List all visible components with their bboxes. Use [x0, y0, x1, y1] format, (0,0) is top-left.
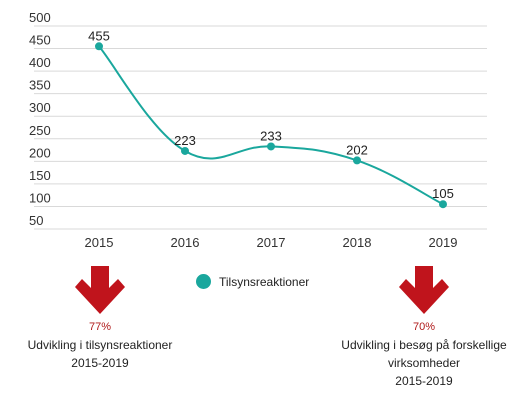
stat-right: 70% Udvikling i besøg på forskellige vir… — [314, 321, 528, 390]
y-tick-label: 100 — [29, 190, 51, 205]
y-tick-label: 150 — [29, 168, 51, 183]
data-labels: 455 223 233 202 105 — [88, 28, 454, 201]
legend: Tilsynsreaktioner — [196, 274, 309, 289]
arrow-down-icon — [75, 266, 125, 314]
stat-left-percent: 77% — [88, 321, 112, 333]
data-point — [267, 142, 275, 151]
y-tick-label: 500 — [29, 10, 51, 25]
y-tick-label: 300 — [29, 100, 51, 115]
x-tick-label: 2017 — [257, 235, 286, 250]
legend-swatch — [196, 274, 211, 289]
data-point — [95, 42, 103, 51]
arrow-down-icon — [399, 266, 449, 314]
x-tick-label: 2018 — [343, 235, 372, 250]
data-label: 223 — [174, 133, 196, 148]
data-point — [181, 146, 189, 155]
y-axis-ticks: 50 100 150 200 250 300 350 400 450 500 — [29, 10, 51, 228]
stat-right-line3: 2015-2019 — [395, 374, 453, 388]
data-label: 202 — [346, 142, 368, 157]
stat-left-line2: 2015-2019 — [71, 356, 129, 370]
x-axis-ticks: 2015 2016 2017 2018 2019 — [85, 235, 458, 250]
x-tick-label: 2019 — [429, 235, 458, 250]
stat-left-line1: Udvikling i tilsynsreaktioner — [27, 338, 173, 352]
data-label: 455 — [88, 28, 110, 43]
stat-right-percent: 70% — [412, 321, 436, 333]
x-tick-label: 2015 — [85, 235, 114, 250]
stat-left: 77% Udvikling i tilsynsreaktioner 2015-2… — [0, 321, 200, 372]
y-tick-label: 400 — [29, 55, 51, 70]
x-tick-label: 2016 — [171, 235, 200, 250]
data-label: 105 — [432, 186, 454, 201]
stat-right-line1: Udvikling i besøg på forskellige — [341, 338, 507, 352]
y-tick-label: 200 — [29, 145, 51, 160]
data-point — [439, 200, 447, 209]
series-line-tilsynsreaktioner — [98, 45, 444, 206]
y-tick-label: 250 — [29, 123, 51, 138]
y-tick-label: 350 — [29, 78, 51, 93]
legend-label: Tilsynsreaktioner — [219, 274, 310, 289]
data-label: 233 — [260, 128, 282, 143]
y-tick-label: 450 — [29, 33, 51, 48]
stat-right-line2: virksomheder — [387, 356, 461, 370]
y-tick-label: 50 — [29, 213, 43, 228]
data-point — [353, 156, 361, 165]
grid-lines — [34, 25, 487, 230]
data-points — [95, 42, 447, 209]
